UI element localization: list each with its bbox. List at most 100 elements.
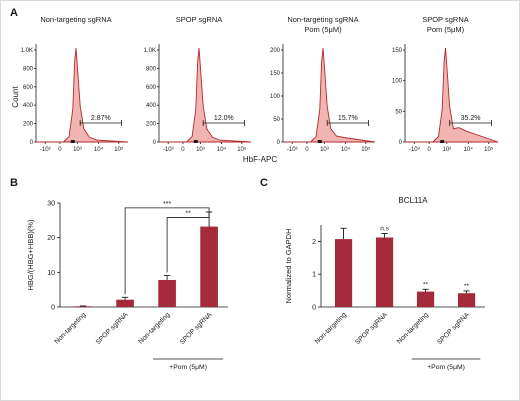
histogram-2-y-tick-label: 200 [146,122,157,128]
histogram-1-x-tick-label: -10³ [40,147,51,153]
panel-c-bar-2 [375,237,394,307]
histogram-4-x-tick-label: 10⁴ [464,146,474,153]
panel-b-significance-label-1: *** [163,201,171,208]
histogram-1-gate-percent: 2.87% [91,115,111,122]
histogram-4-y-tick-label: 100 [392,79,403,85]
panel-b-y-tick-label: 0 [51,305,55,312]
panel-b-ylabel: HBG/(HBG+HBB)(%) [26,219,35,291]
histogram-1-y-tick-label: 200 [23,122,34,128]
histogram-2-y-tick-label: 400 [146,103,157,109]
histogram-3-y-tick-label: 150 [270,71,281,77]
panel-c-y-tick-label: 0 [312,305,316,312]
panel-c-category-label-4: SPOP sgRNA [436,311,471,346]
panel-c-label: C [260,177,268,189]
histogram-3-y-tick-label: 50 [273,117,280,123]
panel-b-category-label-4: SPOP sgRNA [179,311,214,346]
histogram-2-x-tick-label: 10⁴ [217,146,227,153]
histogram-3-x-tick-label: 10³ [320,147,329,153]
histogram-4-title-line-2: Pom (5μM) [427,25,465,34]
panel-c-annotation-3: ** [423,281,429,288]
panel-b-y-tick-label: 10 [47,270,55,277]
panel-c-annotation-2: n.s [380,226,389,233]
histogram-1-y-tick-label: 600 [23,85,34,91]
histogram-3-y-tick-label: 0 [277,140,281,146]
panel-c-y-tick-label: 2 [312,239,316,246]
panel-a-xlabel: HbF-APC [243,155,277,164]
histogram-2-x-tick-label: 10⁵ [237,146,247,153]
histogram-2-x-tick-label: 10³ [196,147,205,153]
panel-a-label: A [10,7,18,19]
panel-b-bar-4 [200,226,218,307]
panel-c-ylabel: Normalized to GAPDH [284,228,293,303]
histogram-4-x-tick-label: 0 [428,147,432,153]
histogram-3-title-line-2: Pom (5μM) [304,25,342,34]
histogram-3-origin-marker [317,140,322,143]
panel-c-y-tick-label: 1 [312,272,316,279]
histogram-1-x-tick-label: 10³ [73,147,82,153]
histogram-3-title-line-1: Non-targeting sgRNA [287,15,358,24]
panel-b-y-tick-label: 20 [47,235,55,242]
histogram-4-y-tick-label: 0 [399,140,403,146]
panel-b-bar-2 [116,299,134,307]
histogram-1-y-tick-label: 0 [30,140,34,146]
histogram-1-origin-marker [70,140,75,143]
panel-b-significance-bracket-2 [166,209,210,273]
panel-c-group-label: +Pom (5μM) [427,364,465,371]
histogram-2-gate-percent: 12.0% [214,115,234,122]
panel-b-label: B [10,177,18,189]
panel-c-bar-4 [457,293,476,307]
panel-c-category-label-1: Non-targeting [314,311,348,345]
histogram-2-origin-marker [193,140,198,143]
panel-b-bar-1 [74,306,92,308]
panel-c-annotation-4: ** [464,283,470,290]
histogram-2-distribution [159,47,252,143]
histogram-3-x-tick-label: 10⁴ [341,146,351,153]
histogram-4-y-tick-label: 50 [395,109,402,115]
panel-b-category-label-2: SPOP sgRNA [95,311,130,346]
histogram-1-x-tick-label: 0 [58,147,62,153]
histogram-2-y-tick-label: 600 [146,85,157,91]
histogram-3-x-tick-label: 0 [305,147,309,153]
panel-b-category-label-1: Non-targeting [53,311,87,345]
histogram-4-title-line-1: SPOP sgRNA [422,15,469,24]
histogram-1-title-line-1: Non-targeting sgRNA [40,15,111,24]
histogram-3-gate-percent: 15.7% [338,115,358,122]
histogram-4-x-tick-label: -10³ [409,147,420,153]
histogram-4-x-tick-label: 10³ [443,147,452,153]
histogram-2-x-tick-label: 0 [181,147,185,153]
histogram-1-x-tick-label: 10⁵ [114,146,124,153]
panel-b-significance-label-2: ** [185,211,191,218]
histogram-2-x-tick-label: -10³ [163,147,174,153]
panel-b-bar-3 [158,279,176,307]
histogram-3-y-tick-label: 100 [270,94,281,100]
histogram-4-y-tick-label: 150 [392,48,403,54]
histogram-1-distribution [36,47,129,143]
histogram-1-x-tick-label: 10⁴ [94,146,104,153]
panel-a-ylabel: Count [11,86,20,108]
panel-c-category-label-2: SPOP sgRNA [354,311,389,346]
histogram-4-origin-marker [440,140,445,143]
histogram-1-y-tick-label: 800 [23,66,34,72]
panel-c-category-label-3: Non-targeting [396,311,430,345]
panel-c-bar-1 [334,239,353,307]
panel-b-group-label: +Pom (5μM) [169,364,207,371]
histogram-4-x-tick-label: 10⁵ [484,146,494,153]
histogram-2-y-tick-label: 0 [153,140,157,146]
histogram-3-x-tick-label: 10⁵ [361,146,371,153]
panel-b-y-tick-label: 30 [47,201,55,208]
histogram-3-y-tick-label: 200 [270,48,281,54]
histogram-3-distribution [283,47,376,143]
histogram-2-title-line-1: SPOP sgRNA [176,15,223,24]
histogram-1-y-tick-label: 400 [23,103,34,109]
panel-c-title: BCL11A [398,196,428,205]
panel-c-bar-3 [416,291,435,307]
histogram-2-y-tick-label: 1.0K [144,48,156,54]
histogram-4-distribution [405,47,499,143]
histogram-4-gate-percent: 35.2% [461,115,481,122]
histogram-2-y-tick-label: 800 [146,66,157,72]
histogram-1-y-tick-label: 1.0K [21,48,33,54]
histogram-3-x-tick-label: -10³ [287,147,298,153]
panel-b-category-label-3: Non-targeting [137,311,171,345]
panel-b-significance-bracket-1 [124,207,210,295]
